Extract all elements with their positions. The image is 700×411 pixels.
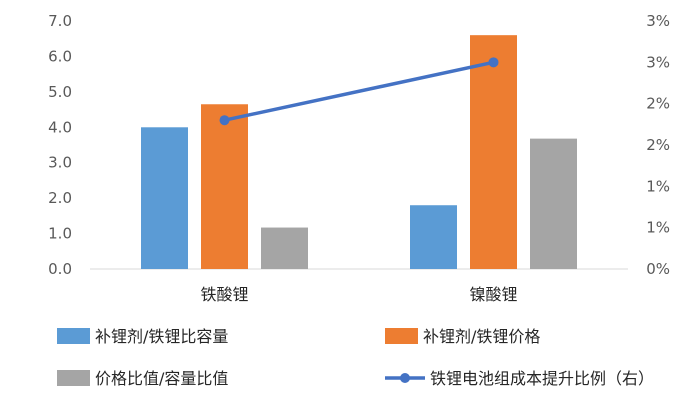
left-tick-label: 4.0 xyxy=(48,118,72,136)
right-tick-label: 0% xyxy=(646,260,670,278)
left-axis-ticks: 0.0 1.0 2.0 3.0 4.0 5.0 6.0 7.0 xyxy=(48,12,72,278)
left-tick-label: 3.0 xyxy=(48,154,72,172)
line-point-1 xyxy=(219,115,230,126)
right-tick-label: 2% xyxy=(646,136,670,154)
bar-2-2 xyxy=(470,35,517,269)
bars-group xyxy=(141,35,577,270)
left-tick-label: 2.0 xyxy=(48,189,72,207)
legend-label: 价格比值/容量比值 xyxy=(95,369,228,388)
legend-swatch xyxy=(385,328,418,344)
legend-swatch xyxy=(57,328,90,344)
bar-2-1 xyxy=(201,104,248,269)
left-tick-label: 0.0 xyxy=(48,260,72,278)
bar-1-2 xyxy=(410,205,457,269)
line-series-path xyxy=(224,60,494,122)
right-tick-label: 1% xyxy=(646,177,670,195)
legend-item: 补锂剂/铁锂比容量 xyxy=(57,327,228,346)
right-tick-label: 3% xyxy=(646,53,670,71)
left-tick-label: 6.0 xyxy=(48,47,72,65)
left-tick-label: 1.0 xyxy=(48,225,72,243)
bar-3-1 xyxy=(261,227,308,269)
legend-line-marker xyxy=(400,373,410,383)
legend-item: 补锂剂/铁锂价格 xyxy=(385,327,540,346)
right-tick-label: 1% xyxy=(646,219,670,237)
line-point-2 xyxy=(488,57,499,68)
bar-3-2 xyxy=(530,138,577,269)
legend-label: 补锂剂/铁锂比容量 xyxy=(95,327,228,346)
category-label: 铁酸锂 xyxy=(200,285,248,304)
right-axis-ticks: 0% 1% 1% 2% 2% 3% 3% xyxy=(646,12,670,278)
legend-item: 铁锂电池组成本提升比例（右） xyxy=(385,369,654,388)
legend-label: 铁锂电池组成本提升比例（右） xyxy=(430,369,654,388)
category-label: 镍酸锂 xyxy=(469,285,517,304)
right-tick-label: 2% xyxy=(646,95,670,113)
legend-swatch xyxy=(57,370,90,386)
line-series-group xyxy=(219,57,499,126)
left-tick-label: 5.0 xyxy=(48,83,72,101)
bar-1-1 xyxy=(141,127,188,270)
left-tick-label: 7.0 xyxy=(48,12,72,30)
right-tick-label: 3% xyxy=(646,12,670,30)
legend-label: 补锂剂/铁锂价格 xyxy=(423,327,540,346)
category-labels: 铁酸锂 镍酸锂 xyxy=(200,285,517,304)
legend-item: 价格比值/容量比值 xyxy=(57,369,228,388)
